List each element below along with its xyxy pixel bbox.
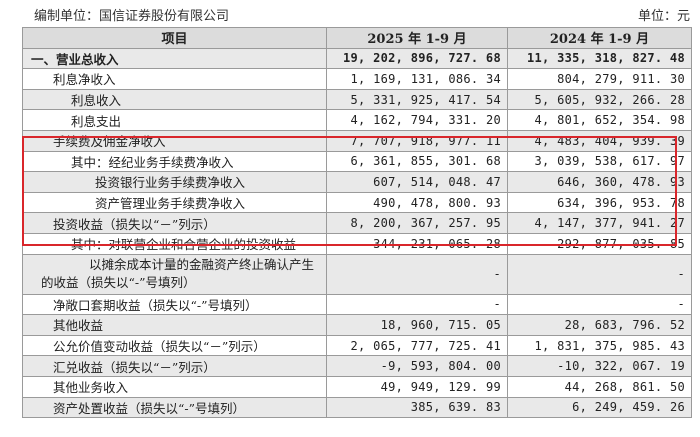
row-label: 资产管理业务手续费净收入 xyxy=(22,191,327,214)
row-label: 其中：经纪业务手续费净收入 xyxy=(22,150,327,173)
row-prior-value: -10, 322, 067. 19 xyxy=(507,355,692,377)
row-current-value: 6, 361, 855, 301. 68 xyxy=(326,150,508,173)
row-label: 利息净收入 xyxy=(22,68,327,90)
table-row: 其他收益 18, 960, 715. 05 28, 683, 796. 52 xyxy=(22,314,692,336)
row-label: 投资银行业务手续费净收入 xyxy=(22,171,327,193)
table-row: 其中：对联营企业和合营企业的投资收益 344, 231, 065. 28 292… xyxy=(22,232,692,255)
row-label: 以摊余成本计量的金融资产终止确认产生的收益（损失以“-”号填列） xyxy=(22,253,327,295)
row-prior-value: 5, 605, 932, 266. 28 xyxy=(507,88,692,111)
row-prior-value: 804, 279, 911. 30 xyxy=(507,68,692,90)
column-header-current: 2025 年 1-9 月 xyxy=(326,27,508,49)
row-current-value: 344, 231, 065. 28 xyxy=(326,232,508,255)
row-prior-value: 4, 801, 652, 354. 98 xyxy=(507,109,692,131)
table-row: 投资银行业务手续费净收入 607, 514, 048. 47 646, 360,… xyxy=(22,171,692,193)
row-prior-value: 28, 683, 796. 52 xyxy=(507,314,692,336)
table-row: 公允价值变动收益（损失以“－”列示） 2, 065, 777, 725. 41 … xyxy=(22,334,692,357)
table-row: 一、营业总收入 19, 202, 896, 727. 68 11, 335, 3… xyxy=(22,47,692,70)
row-label: 利息支出 xyxy=(22,109,327,131)
row-prior-value: 4, 147, 377, 941. 27 xyxy=(507,212,692,234)
table-row: 利息收入 5, 331, 925, 417. 54 5, 605, 932, 2… xyxy=(22,88,692,111)
table-row: 资产处置收益（损失以“-”号填列） 385, 639. 83 6, 249, 4… xyxy=(22,396,692,419)
table-row: 汇兑收益（损失以“－”列示） -9, 593, 804. 00 -10, 322… xyxy=(22,355,692,377)
column-header-item: 项目 xyxy=(22,27,327,49)
table-row: 净敞口套期收益（损失以“-”号填列） - - xyxy=(22,293,692,316)
row-current-value: - xyxy=(326,253,508,295)
compiling-entity: 编制单位：国信证券股份有限公司 xyxy=(34,9,230,24)
table-row: 利息净收入 1, 169, 131, 086. 34 804, 279, 911… xyxy=(22,68,692,90)
table-row: 以摊余成本计量的金融资产终止确认产生的收益（损失以“-”号填列） - - xyxy=(22,253,692,295)
row-label: 资产处置收益（损失以“-”号填列） xyxy=(22,396,327,419)
row-prior-value: 4, 483, 404, 939. 39 xyxy=(507,129,692,152)
row-current-value: 5, 331, 925, 417. 54 xyxy=(326,88,508,111)
row-current-value: 385, 639. 83 xyxy=(326,396,508,419)
row-current-value: -9, 593, 804. 00 xyxy=(326,355,508,377)
row-current-value: - xyxy=(326,293,508,316)
row-prior-value: 1, 831, 375, 985. 43 xyxy=(507,334,692,357)
table-row: 资产管理业务手续费净收入 490, 478, 800. 93 634, 396,… xyxy=(22,191,692,214)
table-row: 利息支出 4, 162, 794, 331. 20 4, 801, 652, 3… xyxy=(22,109,692,131)
row-label: 其他业务收入 xyxy=(22,375,327,398)
row-label: 其中：对联营企业和合营企业的投资收益 xyxy=(22,232,327,255)
row-label: 一、营业总收入 xyxy=(22,47,327,70)
row-current-value: 4, 162, 794, 331. 20 xyxy=(326,109,508,131)
row-prior-value: 646, 360, 478. 93 xyxy=(507,171,692,193)
row-current-value: 1, 169, 131, 086. 34 xyxy=(326,68,508,90)
row-current-value: 19, 202, 896, 727. 68 xyxy=(326,47,508,70)
row-current-value: 8, 200, 367, 257. 95 xyxy=(326,212,508,234)
table-row: 投资收益（损失以“－”列示） 8, 200, 367, 257. 95 4, 1… xyxy=(22,212,692,234)
row-current-value: 490, 478, 800. 93 xyxy=(326,191,508,214)
row-prior-value: 3, 039, 538, 617. 97 xyxy=(507,150,692,173)
table-row: 其他业务收入 49, 949, 129. 99 44, 268, 861. 50 xyxy=(22,375,692,398)
row-label: 公允价值变动收益（损失以“－”列示） xyxy=(22,334,327,357)
row-label: 净敞口套期收益（损失以“-”号填列） xyxy=(22,293,327,316)
row-label: 其他收益 xyxy=(22,314,327,336)
row-label: 汇兑收益（损失以“－”列示） xyxy=(22,355,327,377)
row-prior-value: 11, 335, 318, 827. 48 xyxy=(507,47,692,70)
report-header: 编制单位：国信证券股份有限公司 单位：元 xyxy=(0,0,700,26)
income-statement-table: 项目 2025 年 1-9 月 2024 年 1-9 月 一、营业总收入 19,… xyxy=(22,27,692,419)
row-prior-value: - xyxy=(507,253,692,295)
row-prior-value: 44, 268, 861. 50 xyxy=(507,375,692,398)
row-current-value: 607, 514, 048. 47 xyxy=(326,171,508,193)
row-current-value: 18, 960, 715. 05 xyxy=(326,314,508,336)
table-row: 手续费及佣金净收入 7, 707, 918, 977. 11 4, 483, 4… xyxy=(22,129,692,152)
column-header-prior: 2024 年 1-9 月 xyxy=(507,27,692,49)
row-label: 手续费及佣金净收入 xyxy=(22,129,327,152)
table-header-row: 项目 2025 年 1-9 月 2024 年 1-9 月 xyxy=(22,27,692,49)
row-current-value: 49, 949, 129. 99 xyxy=(326,375,508,398)
row-current-value: 7, 707, 918, 977. 11 xyxy=(326,129,508,152)
row-prior-value: 634, 396, 953. 78 xyxy=(507,191,692,214)
row-prior-value: 292, 877, 035. 85 xyxy=(507,232,692,255)
row-prior-value: 6, 249, 459. 26 xyxy=(507,396,692,419)
row-prior-value: - xyxy=(507,293,692,316)
row-label: 投资收益（损失以“－”列示） xyxy=(22,212,327,234)
currency-unit: 单位：元 xyxy=(637,9,690,24)
row-label: 利息收入 xyxy=(22,88,327,111)
row-current-value: 2, 065, 777, 725. 41 xyxy=(326,334,508,357)
table-row: 其中：经纪业务手续费净收入 6, 361, 855, 301. 68 3, 03… xyxy=(22,150,692,173)
